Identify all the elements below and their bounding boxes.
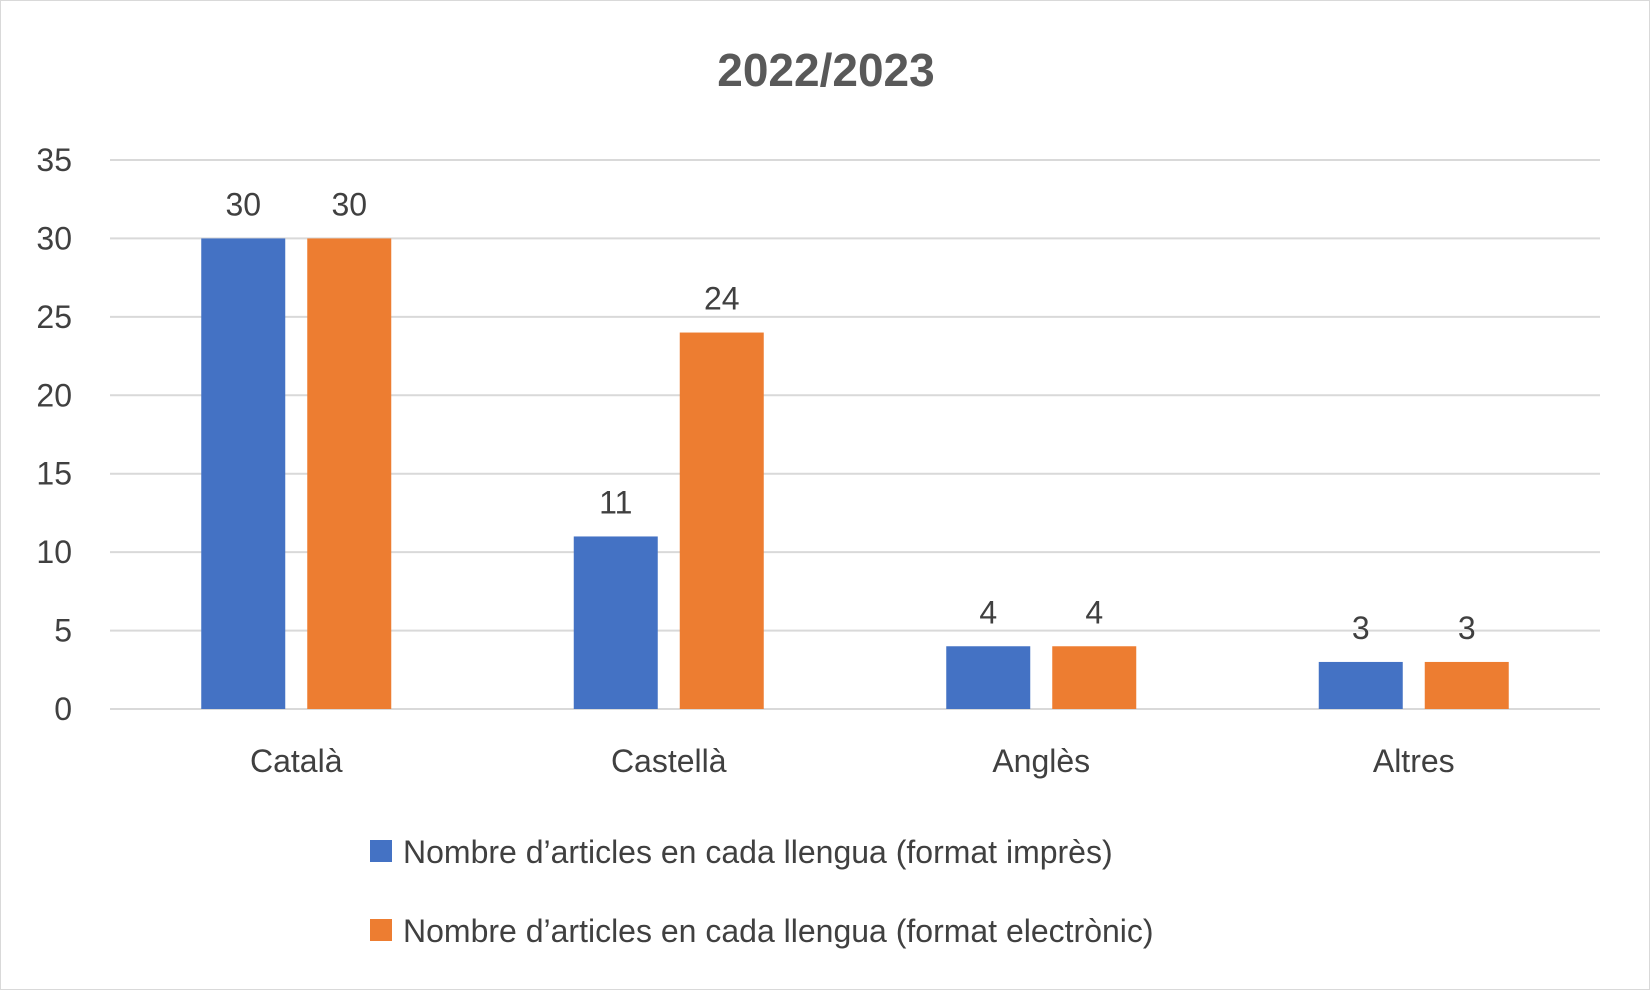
bar-electronic bbox=[679, 332, 764, 709]
bar-printed bbox=[573, 536, 658, 709]
data-label: 3 bbox=[1352, 610, 1370, 646]
data-label: 30 bbox=[225, 186, 261, 222]
data-labels: 30 30 11 24 4 4 3 3 bbox=[225, 186, 1475, 646]
data-label: 3 bbox=[1458, 610, 1476, 646]
data-label: 4 bbox=[979, 594, 997, 630]
bar-printed bbox=[946, 646, 1031, 709]
bar-electronic bbox=[1424, 661, 1509, 709]
y-tick-label: 5 bbox=[54, 613, 72, 649]
data-label: 30 bbox=[331, 186, 367, 222]
y-tick-label: 0 bbox=[54, 691, 72, 727]
data-label: 4 bbox=[1085, 594, 1103, 630]
bar-printed bbox=[201, 238, 286, 709]
legend: Nombre d’articles en cada llengua (forma… bbox=[370, 834, 1154, 949]
bars bbox=[201, 238, 1509, 709]
y-axis-ticks: 0 5 10 15 20 25 30 35 bbox=[36, 142, 72, 727]
x-category-label: Català bbox=[250, 743, 343, 779]
x-category-label: Castellà bbox=[611, 743, 727, 779]
legend-swatch bbox=[370, 840, 392, 862]
x-category-label: Anglès bbox=[992, 743, 1090, 779]
legend-label: Nombre d’articles en cada llengua (forma… bbox=[403, 834, 1113, 870]
y-tick-label: 10 bbox=[36, 534, 72, 570]
data-label: 24 bbox=[704, 281, 740, 317]
y-tick-label: 25 bbox=[36, 299, 72, 335]
bar-electronic bbox=[1052, 646, 1137, 709]
y-tick-label: 30 bbox=[36, 220, 72, 256]
y-tick-label: 15 bbox=[36, 456, 72, 492]
bar-electronic bbox=[307, 238, 392, 709]
x-category-label: Altres bbox=[1373, 743, 1455, 779]
chart-title: 2022/2023 bbox=[717, 44, 934, 96]
y-tick-label: 20 bbox=[36, 377, 72, 413]
legend-label: Nombre d’articles en cada llengua (forma… bbox=[403, 913, 1154, 949]
y-tick-label: 35 bbox=[36, 142, 72, 178]
legend-swatch bbox=[370, 919, 392, 941]
data-label: 11 bbox=[599, 484, 632, 520]
x-axis-categories: Català Castellà Anglès Altres bbox=[250, 743, 1455, 779]
bar-printed bbox=[1318, 661, 1403, 709]
